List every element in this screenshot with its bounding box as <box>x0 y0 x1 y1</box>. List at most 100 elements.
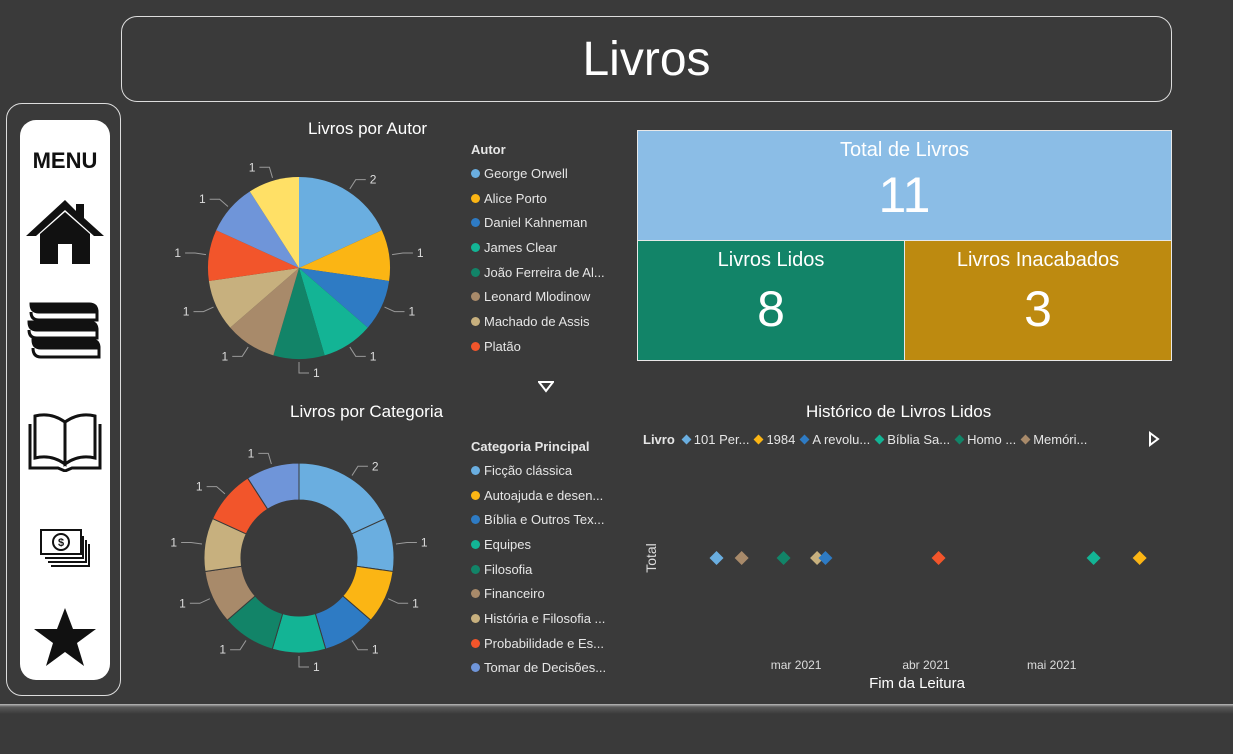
history-legend-item[interactable]: Homo ... <box>954 432 1017 447</box>
slice[interactable] <box>216 191 299 268</box>
history-data-point[interactable] <box>776 551 791 565</box>
slice-leader-line <box>232 346 249 357</box>
history-legend-label: 101 Per... <box>693 432 750 447</box>
donut-category-legend-item[interactable]: Financeiro <box>471 581 606 606</box>
history-legend-item[interactable]: 1984 <box>754 432 795 447</box>
pie-author-legend-label: James Clear <box>484 239 557 255</box>
legend-dot-icon <box>471 193 480 203</box>
pie-author-legend-item[interactable]: Platão <box>471 334 605 359</box>
slice[interactable] <box>249 177 299 268</box>
unfinished-books-value: 3 <box>1024 281 1052 337</box>
legend-dot-icon <box>471 465 480 475</box>
donut-category-legend-item[interactable]: Ficção clássica <box>471 458 606 483</box>
home-icon[interactable] <box>20 198 110 266</box>
donut-category-legend-item[interactable]: Probabilidade e Es... <box>471 631 606 656</box>
diamond-marker-icon <box>874 434 885 445</box>
donut-category-legend-title: Categoria Principal <box>471 439 590 454</box>
history-data-point[interactable] <box>1132 551 1147 565</box>
pie-author-legend-item[interactable]: João Ferreira de Al... <box>471 260 605 285</box>
slice[interactable] <box>208 268 299 328</box>
slice-value-label: 1 <box>249 160 256 174</box>
history-data-point[interactable] <box>818 551 833 565</box>
donut-category-legend-item[interactable]: História e Filosofia ... <box>471 606 606 631</box>
slice[interactable] <box>230 268 299 356</box>
legend-dot-icon <box>471 589 480 599</box>
legend-dot-icon <box>471 564 480 574</box>
donut-category-legend-item[interactable]: Bíblia e Outros Tex... <box>471 507 606 532</box>
slice[interactable] <box>273 268 325 359</box>
books-stack-icon[interactable] <box>20 298 110 362</box>
slice[interactable] <box>246 462 300 510</box>
donut-category-legend-item[interactable]: Filosofia <box>471 557 606 582</box>
slice-value-label: 1 <box>174 246 181 260</box>
pie-author-legend-item[interactable]: James Clear <box>471 235 605 260</box>
donut-category-legend-label: Probabilidade e Es... <box>484 635 604 651</box>
slice-leader-line <box>351 640 368 651</box>
slice[interactable] <box>298 462 387 535</box>
star-icon[interactable] <box>20 606 110 668</box>
pie-author-title: Livros por Autor <box>308 119 428 138</box>
pie-author-legend-item[interactable]: Daniel Kahneman <box>471 210 605 235</box>
slice[interactable] <box>299 268 368 356</box>
history-data-point[interactable] <box>810 551 825 565</box>
slice-value-label: 1 <box>409 305 416 319</box>
history-data-point[interactable] <box>931 551 946 565</box>
legend-dot-icon <box>471 539 480 549</box>
legend-dot-icon <box>471 663 480 673</box>
slice-leader-line <box>387 598 409 604</box>
pie-author-legend: Autor George Orwell Alice Porto Daniel Kah… <box>471 142 605 359</box>
history-y-axis-label: Total <box>643 543 659 573</box>
history-legend-item[interactable]: 101 Per... <box>681 432 750 447</box>
history-data-point[interactable] <box>1086 551 1101 565</box>
pie-author-legend-label: Platão <box>484 338 521 354</box>
read-books-label: Livros Lidos <box>717 249 825 271</box>
slice-value-label: 1 <box>179 596 186 610</box>
slice-leader-line <box>181 541 203 545</box>
history-data-point[interactable] <box>734 551 749 565</box>
slice-leader-line <box>189 598 211 604</box>
slice-value-label: 2 <box>370 173 377 187</box>
donut-category-legend-label: Bíblia e Outros Tex... <box>484 512 605 528</box>
slice[interactable] <box>299 268 390 328</box>
donut-category-legend-label: Equipes <box>484 536 531 552</box>
diamond-marker-icon <box>954 434 965 445</box>
history-legend-item[interactable]: A revolu... <box>799 432 870 447</box>
donut-category-legend-label: Filosofia <box>484 561 533 577</box>
history-legend-label: Homo ... <box>967 432 1017 447</box>
history-data-point[interactable] <box>709 551 724 565</box>
pie-author-legend-item[interactable]: George Orwell <box>471 161 605 186</box>
history-legend-item[interactable]: Bíblia Sa... <box>874 432 950 447</box>
slice-value-label: 1 <box>372 643 379 657</box>
history-legend-item[interactable]: Memóri... <box>1020 432 1087 447</box>
bottom-bar <box>0 704 1233 754</box>
pie-author-legend-item[interactable]: Alice Porto <box>471 186 605 211</box>
diamond-marker-icon <box>681 434 692 445</box>
title-box: Livros <box>121 16 1172 102</box>
page-title: Livros <box>582 32 711 86</box>
slice[interactable] <box>208 230 299 281</box>
legend-dot-icon <box>471 242 480 252</box>
money-icon[interactable]: $ <box>20 528 110 568</box>
history-x-axis-label: Fim da Leitura <box>869 675 966 692</box>
open-book-icon[interactable] <box>20 412 110 472</box>
history-x-tick-label: abr 2021 <box>902 658 950 672</box>
legend-scroll-down-button[interactable] <box>536 380 556 394</box>
donut-category-legend-label: Ficção clássica <box>484 462 573 478</box>
donut-category-legend-item[interactable]: Tomar de Decisões... <box>471 656 606 681</box>
pie-author-legend-label: Daniel Kahneman <box>484 215 588 231</box>
slice-leader-line <box>391 252 413 256</box>
pie-author-legend-item[interactable]: Machado de Assis <box>471 309 605 334</box>
donut-category-legend-item[interactable]: Autoajuda e desen... <box>471 483 606 508</box>
pie-author-legend-item[interactable]: Leonard Mlodinow <box>471 284 605 309</box>
legend-dot-icon <box>471 341 480 351</box>
menu-frame <box>6 103 121 696</box>
legend-dot-icon <box>471 316 480 326</box>
read-books-value: 8 <box>757 281 785 337</box>
donut-category-legend-item[interactable]: Equipes <box>471 532 606 557</box>
slice[interactable] <box>299 177 382 268</box>
history-x-tick-label: mai 2021 <box>1027 658 1077 672</box>
slice[interactable] <box>299 230 390 281</box>
pie-author-legend-title: Autor <box>471 142 506 157</box>
diamond-marker-icon <box>799 434 810 445</box>
legend-next-button[interactable] <box>1148 431 1162 447</box>
